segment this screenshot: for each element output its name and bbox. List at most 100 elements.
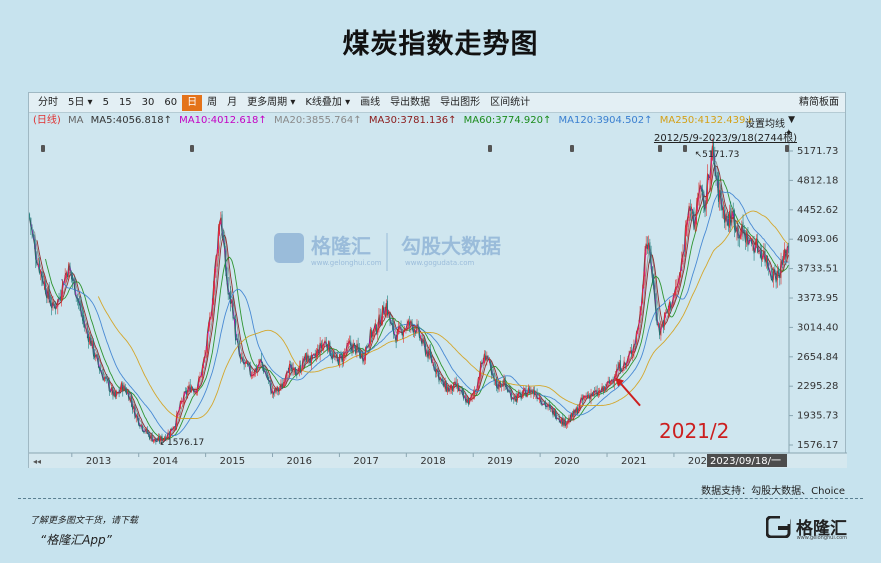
candle-body xyxy=(182,401,184,403)
candle-body xyxy=(119,389,121,391)
candle-body xyxy=(53,303,55,306)
candle-body xyxy=(475,389,477,391)
candle-body xyxy=(279,388,281,390)
candle-body xyxy=(687,215,689,227)
candle-body xyxy=(103,377,105,381)
candle-body xyxy=(62,281,64,294)
toolbar-item-0[interactable]: 分时 xyxy=(38,96,58,108)
candle-body xyxy=(347,343,349,346)
candle-body xyxy=(539,397,540,400)
candle-body xyxy=(309,360,311,363)
candle-body xyxy=(627,358,629,362)
candle-body xyxy=(740,234,742,239)
candle-body xyxy=(401,331,403,336)
candle-body xyxy=(94,352,96,358)
candle-body xyxy=(141,425,143,431)
toolbar-item-2[interactable]: 5 xyxy=(102,96,109,108)
candle-body xyxy=(493,373,495,381)
toolbar-item-3[interactable]: 15 xyxy=(118,96,132,108)
candle-body xyxy=(316,352,317,358)
candle-body xyxy=(57,299,59,307)
toolbar-item-7[interactable]: 周 xyxy=(207,96,218,108)
candle-body xyxy=(597,391,599,396)
candle-body xyxy=(36,259,38,265)
toolbar-item-14[interactable]: 区间统计 xyxy=(490,96,531,108)
candle-body xyxy=(148,433,149,435)
candle-body xyxy=(78,298,80,303)
candle-body xyxy=(355,345,357,354)
candle-body xyxy=(302,358,304,370)
candle-body xyxy=(681,258,683,268)
candle-body xyxy=(507,389,509,392)
candle-body xyxy=(173,426,175,429)
candle-body xyxy=(362,353,364,362)
candle-body xyxy=(399,326,401,330)
candle-body xyxy=(775,273,777,283)
candle-body xyxy=(556,417,558,419)
ma60-value: MA60:3774.920↑ xyxy=(463,115,552,126)
candle-body xyxy=(756,238,757,245)
plot-area xyxy=(29,145,789,451)
candle-body xyxy=(662,322,664,328)
candle-body xyxy=(727,220,729,227)
candle-body xyxy=(589,394,591,399)
candle-body xyxy=(111,387,113,392)
candle-body xyxy=(395,337,397,343)
candle-body xyxy=(351,344,353,352)
candle-body xyxy=(203,359,205,365)
candle-body xyxy=(562,417,564,426)
candle-body xyxy=(464,396,466,398)
candle-body xyxy=(215,257,217,273)
chevron-down-icon[interactable]: ▼ xyxy=(788,115,795,125)
candle-body xyxy=(287,371,289,373)
date-range-label[interactable]: 2012/5/9-2023/9/18(2744根) xyxy=(653,133,797,144)
candle-body xyxy=(108,380,110,391)
candle-body xyxy=(548,403,550,407)
toolbar-item-8[interactable]: 月 xyxy=(227,96,238,108)
candle-body xyxy=(335,355,337,359)
candlestick-chart[interactable]: 5171.73 4812.18 4452.62 4093.06 3733.51 3373.… xyxy=(29,93,847,469)
candle-body xyxy=(611,379,613,382)
x-tick-label: 2015 xyxy=(220,456,245,467)
ma-settings-button[interactable]: 设置均线 xyxy=(745,119,785,130)
candle-body xyxy=(56,306,58,308)
pin-icon[interactable]: ✦ xyxy=(784,128,793,139)
candle-body xyxy=(622,369,624,372)
candle-body xyxy=(485,355,487,361)
candle-body xyxy=(525,389,527,398)
candle-body xyxy=(352,344,354,354)
candle-body xyxy=(249,364,251,375)
ma-label: MA xyxy=(68,115,84,126)
toolbar-item-1[interactable]: 5日 ▾ xyxy=(68,96,93,108)
candle-body xyxy=(378,314,380,328)
candle-body xyxy=(89,336,91,344)
toolbar-item-4[interactable]: 30 xyxy=(141,96,155,108)
toolbar-item-11[interactable]: 画线 xyxy=(360,96,381,108)
candle-body xyxy=(165,436,167,440)
logo-mark-icon xyxy=(766,515,791,538)
candle-body xyxy=(504,377,506,386)
toolbar-item-12[interactable]: 导出数据 xyxy=(390,96,431,108)
toolbar-item-6[interactable]: 日 xyxy=(182,94,203,111)
candle-body xyxy=(144,430,146,432)
toolbar-item-10[interactable]: K线叠加 ▾ xyxy=(305,96,351,108)
candle-body xyxy=(213,286,214,305)
candle-body xyxy=(746,231,748,245)
candle-body xyxy=(230,290,232,304)
simple-panel-button[interactable]: 精简板面 xyxy=(799,97,839,108)
candle-body xyxy=(342,353,344,365)
candle-body xyxy=(130,396,132,403)
toolbar-item-13[interactable]: 导出图形 xyxy=(440,96,481,108)
candle-body xyxy=(150,434,152,439)
scroll-left-icon[interactable]: ◂◂ xyxy=(33,457,41,466)
candle-body xyxy=(162,439,164,442)
toolbar-item-5[interactable]: 60 xyxy=(164,96,178,108)
candle-body xyxy=(387,300,388,315)
candle-body xyxy=(360,351,362,359)
candle-body xyxy=(84,323,86,328)
candle-body xyxy=(692,210,694,215)
toolbar-item-9[interactable]: 更多周期 ▾ xyxy=(247,96,296,108)
candle-body xyxy=(444,381,446,389)
candle-body xyxy=(132,404,134,410)
candle-body xyxy=(496,378,498,388)
